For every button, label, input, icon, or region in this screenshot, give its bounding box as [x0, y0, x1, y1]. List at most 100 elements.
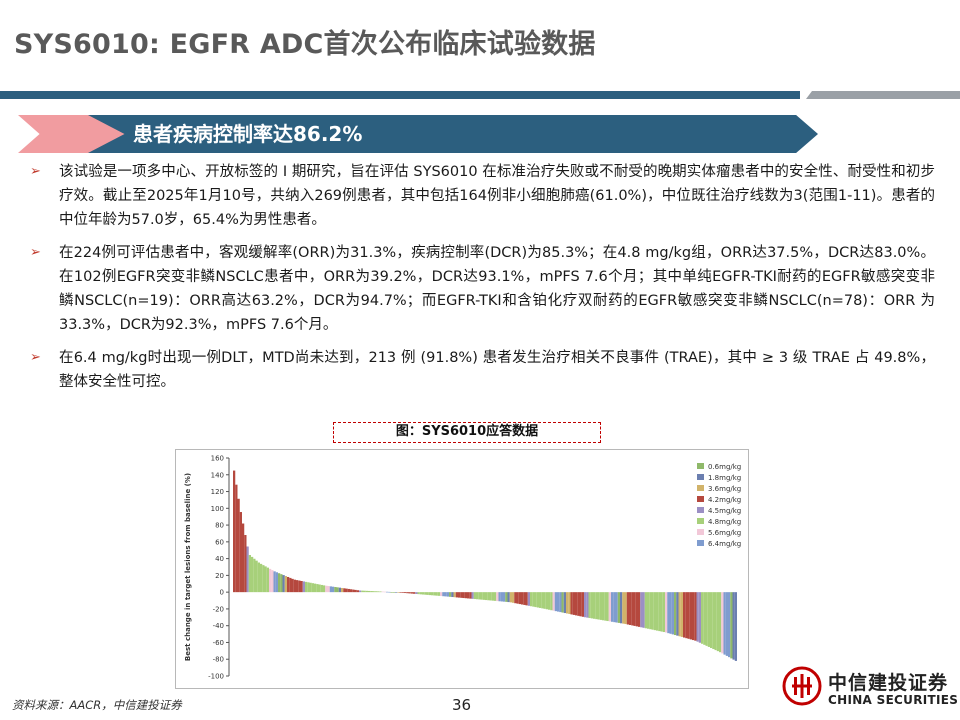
waterfall-bar [685, 592, 688, 639]
y-tick-label: 40 [215, 555, 224, 563]
waterfall-bar [410, 592, 413, 594]
waterfall-bar [424, 592, 427, 595]
company-logo: 中信建投证券 CHINA SECURITIES [782, 666, 960, 716]
legend-swatch [697, 507, 704, 513]
legend-swatch [697, 518, 704, 524]
waterfall-bar [246, 546, 249, 593]
waterfall-bar [485, 592, 488, 601]
waterfall-bar [287, 576, 290, 593]
bullet-text: 该试验是一项多中心、开放标签的 I 期研究，旨在评估 SYS6010 在标准治疗… [59, 164, 935, 228]
waterfall-bar [282, 575, 285, 593]
waterfall-bar [365, 590, 368, 593]
waterfall-bar [446, 592, 449, 597]
waterfall-bar [293, 579, 296, 593]
waterfall-bar [662, 592, 665, 633]
waterfall-bar [377, 591, 380, 593]
waterfall-bar [570, 592, 573, 615]
waterfall-bar [597, 592, 600, 620]
y-tick-label: -80 [213, 656, 224, 664]
waterfall-bar [392, 592, 395, 593]
waterfall-bar [561, 592, 564, 613]
waterfall-bar [509, 592, 512, 603]
waterfall-bar [703, 592, 706, 645]
waterfall-bar [347, 588, 350, 593]
waterfall-bar [273, 571, 276, 593]
waterfall-bar [316, 584, 319, 593]
waterfall-chart: Best change in target lesions from basel… [175, 449, 749, 689]
waterfall-bar [656, 592, 659, 631]
chart-canvas: Best change in target lesions from basel… [184, 455, 741, 681]
waterfall-bar [264, 566, 267, 593]
waterfall-bar [383, 591, 386, 593]
waterfall-bar [599, 592, 602, 620]
waterfall-bar [368, 590, 371, 593]
waterfall-bar [710, 592, 713, 648]
waterfall-bar [498, 592, 501, 602]
header-divider-gray [806, 91, 960, 99]
waterfall-bar [271, 570, 274, 593]
waterfall-bar [507, 592, 510, 603]
waterfall-bar [615, 592, 618, 623]
waterfall-bar [309, 582, 312, 593]
legend-swatch [697, 463, 704, 469]
waterfall-bar [584, 592, 587, 618]
waterfall-bar [572, 592, 575, 615]
header-divider [0, 91, 960, 99]
waterfall-bar [620, 592, 623, 624]
waterfall-bar [626, 592, 629, 625]
legend-label: 6.4mg/kg [708, 540, 741, 548]
waterfall-bar [525, 592, 528, 606]
waterfall-bar [734, 592, 737, 661]
waterfall-bar [406, 592, 409, 594]
waterfall-bar [354, 589, 357, 593]
waterfall-bar [554, 592, 557, 612]
waterfall-bar [728, 592, 731, 658]
waterfall-bar [397, 592, 400, 593]
waterfall-bar [269, 568, 272, 593]
waterfall-bar [370, 591, 373, 593]
waterfall-bar [707, 592, 710, 647]
waterfall-bar [514, 592, 517, 604]
legend-swatch [697, 474, 704, 480]
waterfall-bar [581, 592, 584, 617]
waterfall-bar [289, 577, 292, 593]
waterfall-bar [453, 592, 456, 598]
waterfall-bar [527, 592, 530, 606]
waterfall-bar [725, 592, 728, 656]
waterfall-bar [300, 580, 303, 593]
section-banner: 患者疾病控制率达86.2% [0, 115, 820, 153]
waterfall-bar [604, 592, 607, 621]
waterfall-bar [437, 592, 440, 596]
waterfall-bar [606, 592, 609, 622]
waterfall-bar [712, 592, 715, 650]
waterfall-bar [543, 592, 546, 609]
waterfall-bar [388, 591, 391, 593]
waterfall-bar [251, 556, 254, 593]
waterfall-bar [541, 592, 544, 609]
waterfall-bar [242, 523, 245, 593]
waterfall-bar [284, 576, 287, 593]
waterfall-bar [291, 578, 294, 593]
waterfall-bar [415, 592, 418, 594]
waterfall-bar [586, 592, 589, 618]
waterfall-bar [352, 589, 355, 593]
waterfall-bar [359, 590, 362, 593]
legend-label: 1.8mg/kg [708, 474, 741, 482]
bullet-list: ➢ 该试验是一项多中心、开放标签的 I 期研究，旨在评估 SYS6010 在标准… [30, 160, 935, 394]
bullet-item: ➢ 在6.4 mg/kg时出现一例DLT，MTD尚未达到，213 例 (91.8… [30, 346, 935, 394]
waterfall-bar [280, 574, 283, 593]
waterfall-bar [332, 586, 335, 593]
waterfall-bar [345, 588, 348, 593]
slide-title: SYS6010: EGFR ADC首次公布临床试验数据 [14, 29, 596, 60]
waterfall-bar [435, 592, 438, 596]
waterfall-bar [678, 592, 681, 637]
waterfall-bar [644, 592, 647, 629]
waterfall-bar [476, 592, 479, 600]
waterfall-bar [683, 592, 686, 638]
bullet-text: 在224例可评估患者中，客观缓解率(ORR)为31.3%，疾病控制率(DCR)为… [59, 245, 935, 333]
waterfall-bar [653, 592, 656, 631]
waterfall-bar [467, 592, 470, 599]
waterfall-bar [590, 592, 593, 619]
waterfall-bar [608, 592, 611, 622]
y-tick-label: 20 [215, 572, 224, 580]
